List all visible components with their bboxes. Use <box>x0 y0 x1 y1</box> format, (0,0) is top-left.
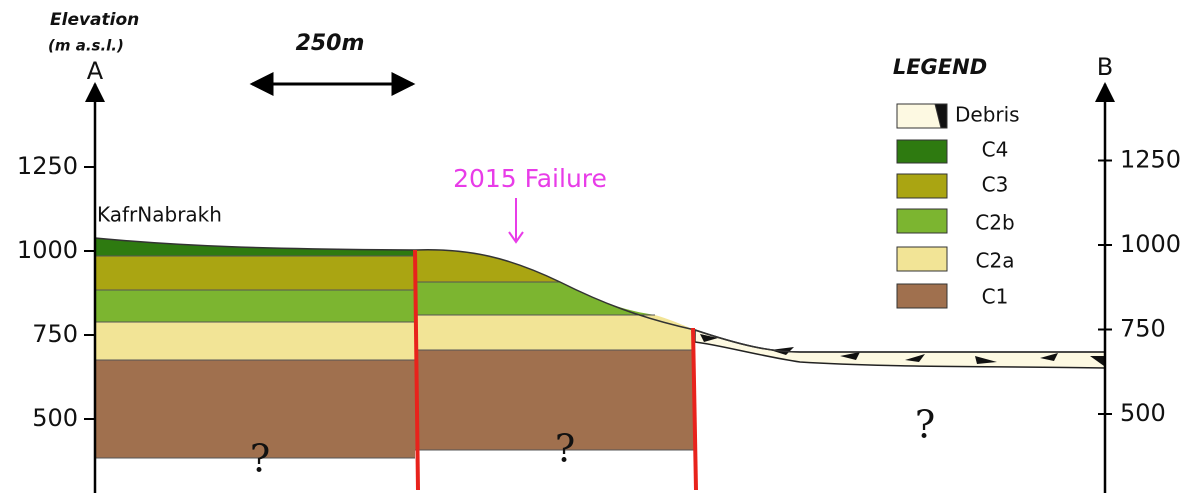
village-label: KafrNabrakh <box>97 203 222 227</box>
tick-label: 500 <box>32 404 78 432</box>
legend-title: LEGEND <box>893 55 987 79</box>
legend-swatches <box>897 104 947 308</box>
legend-label: C4 <box>982 138 1009 162</box>
layer-c2b <box>415 282 655 315</box>
legend-label: C2a <box>976 249 1015 273</box>
debris <box>695 330 1105 368</box>
legend-label: Debris <box>955 103 1020 127</box>
section-end-label: B <box>1097 53 1113 81</box>
unknown-label: ? <box>555 427 575 471</box>
layer-c3 <box>95 256 415 290</box>
scale-bar-label: 250m <box>296 31 365 56</box>
layer-c3 <box>415 250 560 282</box>
fault <box>693 328 696 490</box>
tick-label: 750 <box>32 320 78 348</box>
axis-unit: (m a.s.l.) <box>48 37 124 55</box>
section-end-label: A <box>87 57 104 85</box>
tick-label: 500 <box>1120 399 1166 427</box>
unknown-label: ? <box>915 403 935 447</box>
tick-label: 1000 <box>1120 230 1181 258</box>
legend-label: C3 <box>982 173 1009 197</box>
tick-label: 1250 <box>17 152 78 180</box>
legend-label: C1 <box>982 285 1009 309</box>
layer-c2a <box>415 315 695 350</box>
tick-label: 1250 <box>1120 146 1181 174</box>
layer-c2a <box>95 322 415 360</box>
axis-title: Elevation <box>50 10 139 30</box>
cross-section: Elevation (m a.s.l.) A B 250m KafrNabrak… <box>0 0 1199 493</box>
failure-label: 2015 Failure <box>453 164 607 193</box>
unknown-label: ? <box>250 437 270 481</box>
tick-label: 1000 <box>17 236 78 264</box>
legend-label: C2b <box>975 211 1014 235</box>
tick-label: 750 <box>1120 315 1166 343</box>
layer-c2b <box>95 290 415 322</box>
